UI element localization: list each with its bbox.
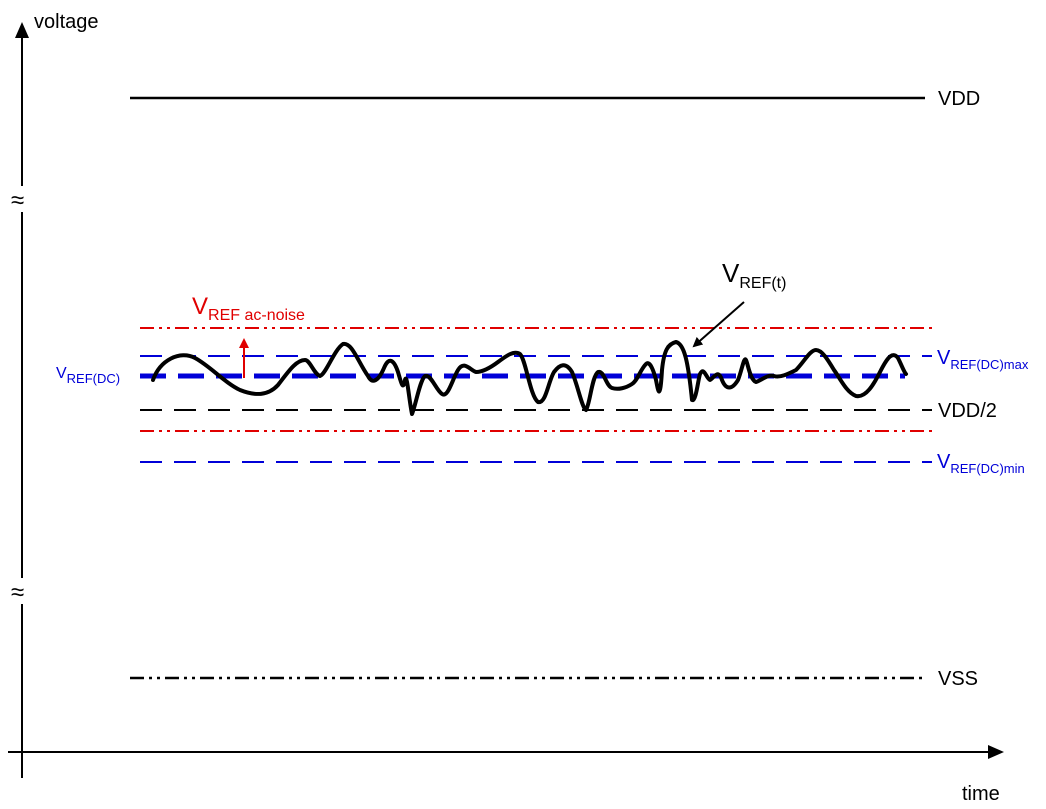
axis-break-gap-bottom [12,578,32,604]
vref-dc-max-label: VREF(DC)max [937,347,1029,372]
x-axis-arrowhead [988,745,1004,759]
axis-break-bottom-icon: ≈ [11,579,24,606]
vref-dc-min-label: VREF(DC)min [937,451,1025,476]
vref-t-waveform [151,340,908,416]
vdd-label: VDD [938,88,980,110]
vdd-half-label: VDD/2 [938,400,997,422]
vss-label: VSS [938,668,978,690]
x-axis-label: time [962,783,1000,805]
y-axis-label: voltage [34,11,99,33]
axis-break-gap-top [12,186,32,212]
vref-t-pointer-arrow [692,301,745,348]
vref-dc-label: VREF(DC) [56,365,120,386]
vref-t-label: VREF(t) [722,258,786,292]
axis-break-top-icon: ≈ [11,187,24,214]
ac-noise-label: VREF ac-noise [192,293,305,324]
y-axis-arrowhead [15,22,29,38]
